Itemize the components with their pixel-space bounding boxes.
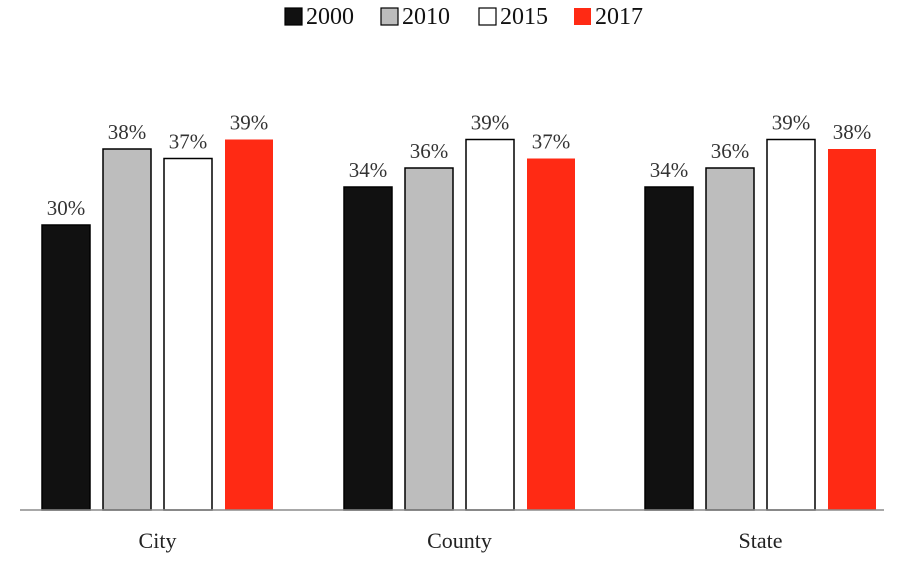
x-tick-label-county: County (427, 528, 492, 553)
x-tick-labels-group: City County State (139, 528, 783, 553)
bar-city-2000 (41, 224, 91, 511)
bar-county-2000 (343, 186, 393, 511)
data-label-county-2017: 37% (532, 130, 571, 154)
data-label-state-2017: 38% (833, 120, 872, 144)
legend-label-2017: 2017 (595, 4, 643, 30)
bar-county-2015 (465, 138, 515, 511)
bar-county-2010 (404, 167, 454, 511)
data-label-city-2000: 30% (47, 196, 86, 220)
legend-label-2010: 2010 (402, 4, 450, 30)
bar-state-2000 (644, 186, 694, 511)
x-tick-label-state: State (739, 528, 783, 553)
legend-label-2000: 2000 (306, 4, 354, 30)
legend-swatch-2017 (574, 8, 591, 25)
bar-city-2010 (102, 148, 152, 511)
data-label-state-2000: 34% (650, 158, 689, 182)
bar-state-2010 (705, 167, 755, 511)
bar-city-2017 (225, 139, 273, 510)
data-label-city-2015: 37% (169, 130, 208, 154)
data-label-county-2015: 39% (471, 111, 510, 135)
data-label-county-2000: 34% (349, 158, 388, 182)
legend-label-2015: 2015 (500, 4, 548, 30)
data-label-city-2017: 39% (230, 111, 269, 135)
data-label-state-2015: 39% (772, 111, 811, 135)
bar-city-2015 (163, 157, 213, 511)
bar-state-2015 (766, 138, 816, 511)
x-tick-label-city: City (139, 528, 177, 553)
data-label-county-2010: 36% (410, 139, 449, 163)
bars-group (41, 138, 876, 511)
legend: 2000 2010 2015 2017 (284, 4, 643, 30)
legend-swatch-2000 (284, 7, 303, 26)
bar-county-2017 (527, 158, 575, 510)
data-label-city-2010: 38% (108, 120, 147, 144)
data-label-state-2010: 36% (711, 139, 750, 163)
legend-swatch-2010 (380, 7, 399, 26)
legend-swatch-2015 (478, 7, 497, 26)
data-labels-group: 30% 38% 37% 39% 34% 36% 39% 37% 34% 36% 39% 38% (47, 111, 872, 221)
bar-state-2017 (828, 149, 876, 510)
